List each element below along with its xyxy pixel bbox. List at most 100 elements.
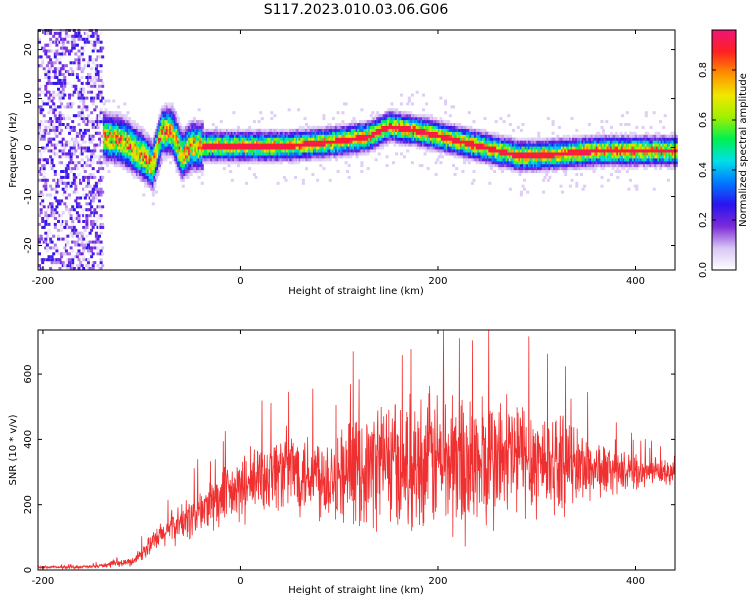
heatmap-cell	[422, 120, 425, 124]
heatmap-cell	[444, 131, 448, 135]
heatmap-cell	[339, 134, 343, 138]
heatmap-cell	[150, 158, 154, 162]
heatmap-cell	[512, 170, 515, 173]
heatmap-cell	[105, 123, 109, 126]
heatmap-cell	[464, 134, 468, 138]
heatmap-cell	[527, 152, 531, 156]
heatmap-cell	[188, 143, 192, 147]
heatmap-cell	[301, 178, 305, 182]
heatmap-cell	[221, 152, 225, 156]
heatmap-cell	[373, 149, 376, 153]
heatmap-cell	[150, 146, 154, 150]
heatmap-cell	[38, 149, 41, 153]
heatmap-cell	[418, 146, 422, 150]
heatmap-cell	[44, 231, 48, 235]
heatmap-cell	[268, 137, 272, 141]
heatmap-cell	[132, 173, 136, 176]
heatmap-cell	[428, 137, 432, 141]
heatmap-cell	[113, 158, 117, 162]
heatmap-cell	[194, 125, 198, 129]
heatmap-cell	[260, 137, 264, 141]
heatmap-cell	[466, 155, 470, 159]
heatmap-cell	[357, 146, 361, 150]
heatmap-cell	[275, 158, 278, 162]
heatmap-cell	[516, 140, 520, 144]
heatmap-cell	[47, 228, 51, 232]
heatmap-cell	[437, 146, 441, 150]
heatmap-cell	[44, 87, 48, 91]
heatmap-cell	[147, 158, 150, 162]
heatmap-cell	[156, 158, 160, 162]
heatmap-cell	[211, 137, 215, 141]
heatmap-cell	[480, 161, 484, 165]
heatmap-cell	[226, 131, 229, 135]
heatmap-cell	[480, 149, 484, 153]
heatmap-cell	[322, 137, 326, 141]
heatmap-cell	[180, 173, 184, 176]
heatmap-cell	[203, 143, 207, 147]
heatmap-cell	[444, 102, 448, 106]
heatmap-cell	[101, 134, 105, 138]
heatmap-cell	[60, 93, 64, 97]
heatmap-cell	[194, 146, 198, 150]
heatmap-cell	[268, 128, 272, 132]
heatmap-cell	[142, 173, 146, 176]
heatmap-cell	[485, 149, 489, 153]
heatmap-cell	[497, 149, 501, 153]
heatmap-cell	[172, 143, 176, 147]
heatmap-cell	[150, 184, 154, 188]
heatmap-cell	[166, 140, 169, 144]
heatmap-cell	[139, 167, 143, 171]
heatmap-cell	[199, 161, 203, 165]
heatmap-cell	[385, 164, 389, 168]
heatmap-cell	[77, 93, 81, 97]
heatmap-cell	[118, 120, 122, 124]
heatmap-cell	[151, 181, 155, 185]
heatmap-cell	[189, 125, 193, 129]
heatmap-cell	[298, 149, 302, 153]
heatmap-cell	[267, 152, 271, 156]
heatmap-cell	[80, 84, 84, 88]
heatmap-cell	[189, 128, 193, 132]
heatmap-cell	[196, 134, 199, 138]
heatmap-cell	[162, 137, 166, 141]
heatmap-cell	[69, 61, 73, 65]
heatmap-cell	[139, 149, 143, 153]
heatmap-cell	[90, 117, 94, 121]
heatmap-cell	[320, 158, 324, 162]
heatmap-cell	[50, 255, 54, 259]
heatmap-cell	[77, 78, 81, 82]
heatmap-cell	[281, 134, 285, 138]
heatmap-cell	[93, 146, 97, 150]
heatmap-cell	[491, 161, 495, 165]
heatmap-cell	[308, 125, 312, 129]
heatmap-cell	[199, 125, 203, 129]
heatmap-cell	[262, 143, 266, 147]
heatmap-cell	[403, 114, 406, 118]
heatmap-cell	[233, 161, 237, 165]
heatmap-cell	[365, 123, 369, 126]
heatmap-cell	[461, 125, 465, 129]
heatmap-cell	[456, 134, 460, 138]
heatmap-cell	[96, 37, 100, 41]
heatmap-cell	[52, 70, 56, 74]
heatmap-cell	[398, 137, 402, 141]
heatmap-cell	[317, 128, 321, 132]
heatmap-cell	[308, 143, 312, 147]
heatmap-cell	[491, 143, 495, 147]
heatmap-cell	[71, 258, 75, 262]
heatmap-cell	[68, 131, 71, 135]
heatmap-cell	[109, 158, 113, 162]
heatmap-cell	[275, 149, 278, 153]
heatmap-cell	[401, 120, 405, 124]
heatmap-cell	[322, 131, 326, 135]
heatmap-cell	[87, 264, 90, 268]
heatmap-cell	[101, 222, 105, 226]
heatmap-cell	[218, 149, 222, 153]
heatmap-cell	[79, 96, 83, 100]
heatmap-cell	[347, 155, 351, 159]
heatmap-cell	[129, 123, 133, 126]
heatmap-cell	[439, 152, 443, 156]
heatmap-cell	[278, 128, 282, 132]
heatmap-cell	[178, 128, 182, 132]
